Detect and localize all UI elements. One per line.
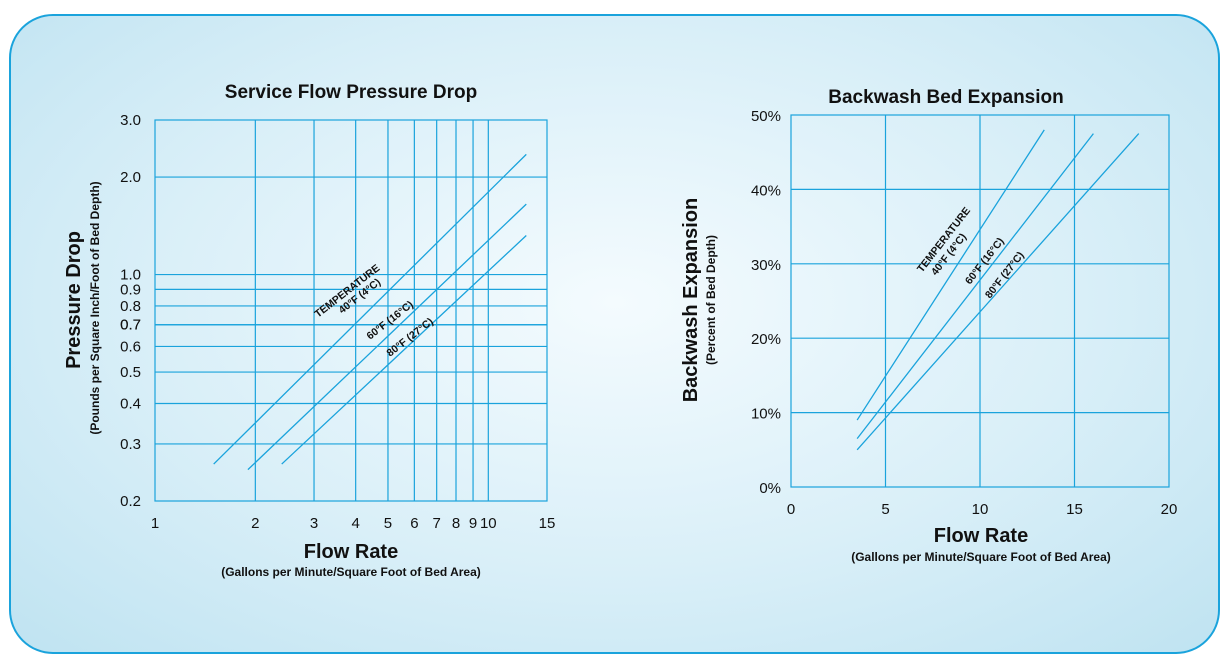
chart2-x-tick-label: 0	[787, 501, 795, 518]
chart1-y-tick-label: 1.0	[120, 267, 141, 284]
chart1-series-line	[247, 203, 527, 471]
chart1-x-tick-label: 5	[384, 515, 392, 532]
chart1-ylabel-sub: (Pounds per Square Inch/Foot of Bed Dept…	[88, 181, 102, 434]
chart1-x-tick-label: 2	[251, 515, 259, 532]
chart2-y-tick-label: 10%	[751, 406, 781, 423]
chart1-y-tick-label: 3.0	[120, 112, 141, 129]
chart1-series-line	[213, 153, 527, 465]
chart2-series-line	[856, 129, 1045, 421]
chart2-plot: 0 5 10 15 200%10%20%30%40%50%TEMPERATURE40°F…	[751, 108, 1177, 518]
chart2-x-tick-label: 15	[1066, 501, 1083, 518]
chart1-xlabel: Flow Rate	[304, 541, 398, 563]
chart2-ylabel: Backwash Expansion	[680, 198, 702, 403]
chart1-y-tick-label: 0.3	[120, 436, 141, 453]
chart1-x-tick-label: 7	[433, 515, 441, 532]
chart-panel	[9, 14, 1220, 654]
chart1-y-tick-label: 0.6	[120, 338, 141, 355]
chart1-series-line	[281, 235, 527, 465]
chart1-plot: 1 2 3 4 5 6 7 8 9 10 150.20.30.40.50.60.70.70.80.9…	[120, 112, 555, 532]
chart2-series-line	[856, 133, 1094, 440]
charts-svg: Service Flow Pressure Drop Pressure Drop…	[63, 82, 1177, 579]
chart1-y-tick-label: 0.9	[120, 281, 141, 298]
chart2-title: Backwash Bed Expansion	[828, 87, 1063, 108]
chart1-ylabel: Pressure Drop	[63, 231, 85, 369]
chart1-frame	[154, 119, 548, 502]
chart1-y-tick-label: 0.2	[120, 493, 141, 510]
chart1-y-tick-label: 0.5	[120, 364, 141, 381]
chart1-y-tick-label: 0.7	[120, 317, 141, 334]
chart1-y-tick-label: 0.7	[120, 317, 141, 334]
chart2-y-tick-label: 50%	[751, 108, 781, 125]
chart1-y-tick-label: 0.4	[120, 395, 141, 412]
chart1-y-tick-label: 0.8	[120, 298, 141, 315]
chart1-x-tick-label: 4	[351, 515, 359, 532]
chart2-y-tick-label: 30%	[751, 257, 781, 274]
chart2-xlabel-sub: (Gallons per Minute/Square Foot of Bed A…	[851, 550, 1111, 564]
chart1-x-tick-label: 15	[539, 515, 556, 532]
chart2-x-tick-label: 5	[881, 501, 889, 518]
chart2-y-tick-label: 40%	[751, 182, 781, 199]
chart2-series-line	[856, 133, 1140, 451]
chart1-x-tick-label: 1	[151, 515, 159, 532]
chart2-y-tick-label: 0%	[759, 480, 781, 497]
chart2-ylabel-sub: (Percent of Bed Depth)	[704, 235, 718, 365]
chart2-y-tick-label: 20%	[751, 331, 781, 348]
chart1-x-tick-label: 10	[480, 515, 497, 532]
chart1-x-tick-label: 8	[452, 515, 460, 532]
chart1-x-tick-label: 9	[469, 515, 477, 532]
chart1-x-tick-label: 6	[410, 515, 418, 532]
chart1-title: Service Flow Pressure Drop	[225, 82, 477, 103]
chart1-y-tick-label: 2.0	[120, 169, 141, 186]
chart2-x-tick-label: 20	[1161, 501, 1178, 518]
chart1-x-tick-label: 3	[310, 515, 318, 532]
chart1-xlabel-sub: (Gallons per Minute/Square Foot of Bed A…	[221, 565, 481, 579]
chart2-xlabel: Flow Rate	[934, 525, 1028, 547]
chart2-x-tick-label: 10	[972, 501, 989, 518]
